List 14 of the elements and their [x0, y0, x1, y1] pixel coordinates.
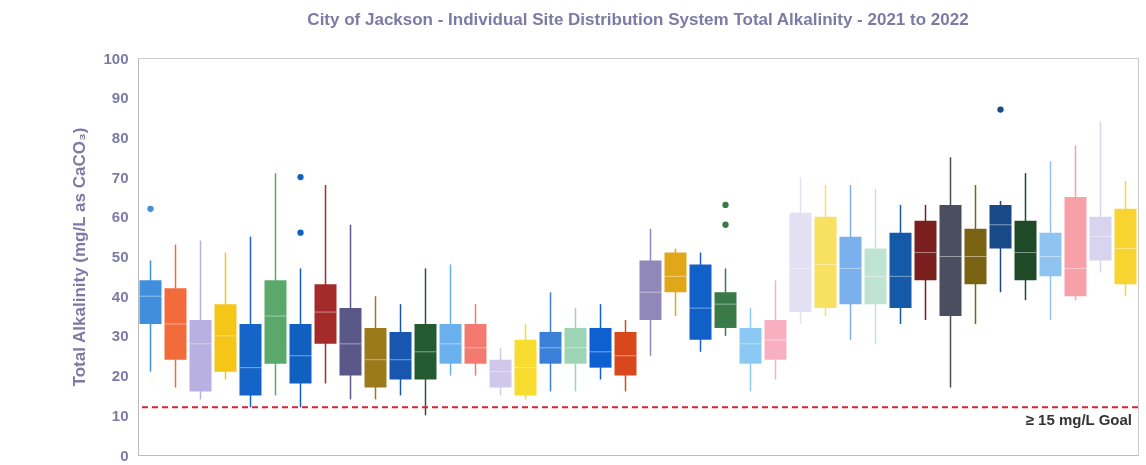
y-tick-label: 80 [111, 128, 129, 146]
y-tick-label: 0 [120, 446, 129, 464]
y-tick-label: 90 [111, 89, 129, 107]
y-tick-label: 100 [103, 49, 129, 67]
y-axis-title: Total Alkalinity (mg/L as CaCO₃) [70, 127, 90, 387]
y-tick-label: 50 [111, 248, 129, 265]
chart-title: City of Jackson - Individual Site Distribution System Total Alkalinity - 2021 to 2022 [307, 10, 969, 29]
y-tick-label: 60 [111, 208, 129, 226]
y-tick-label: 30 [111, 327, 129, 345]
y-tick-label: 10 [111, 406, 129, 424]
ref-line-label: ≥ 15 mg/L Goal [1025, 411, 1132, 429]
y-tick-label: 20 [111, 367, 129, 385]
y-tick-label: 40 [111, 287, 129, 305]
y-tick-label: 70 [111, 168, 129, 186]
